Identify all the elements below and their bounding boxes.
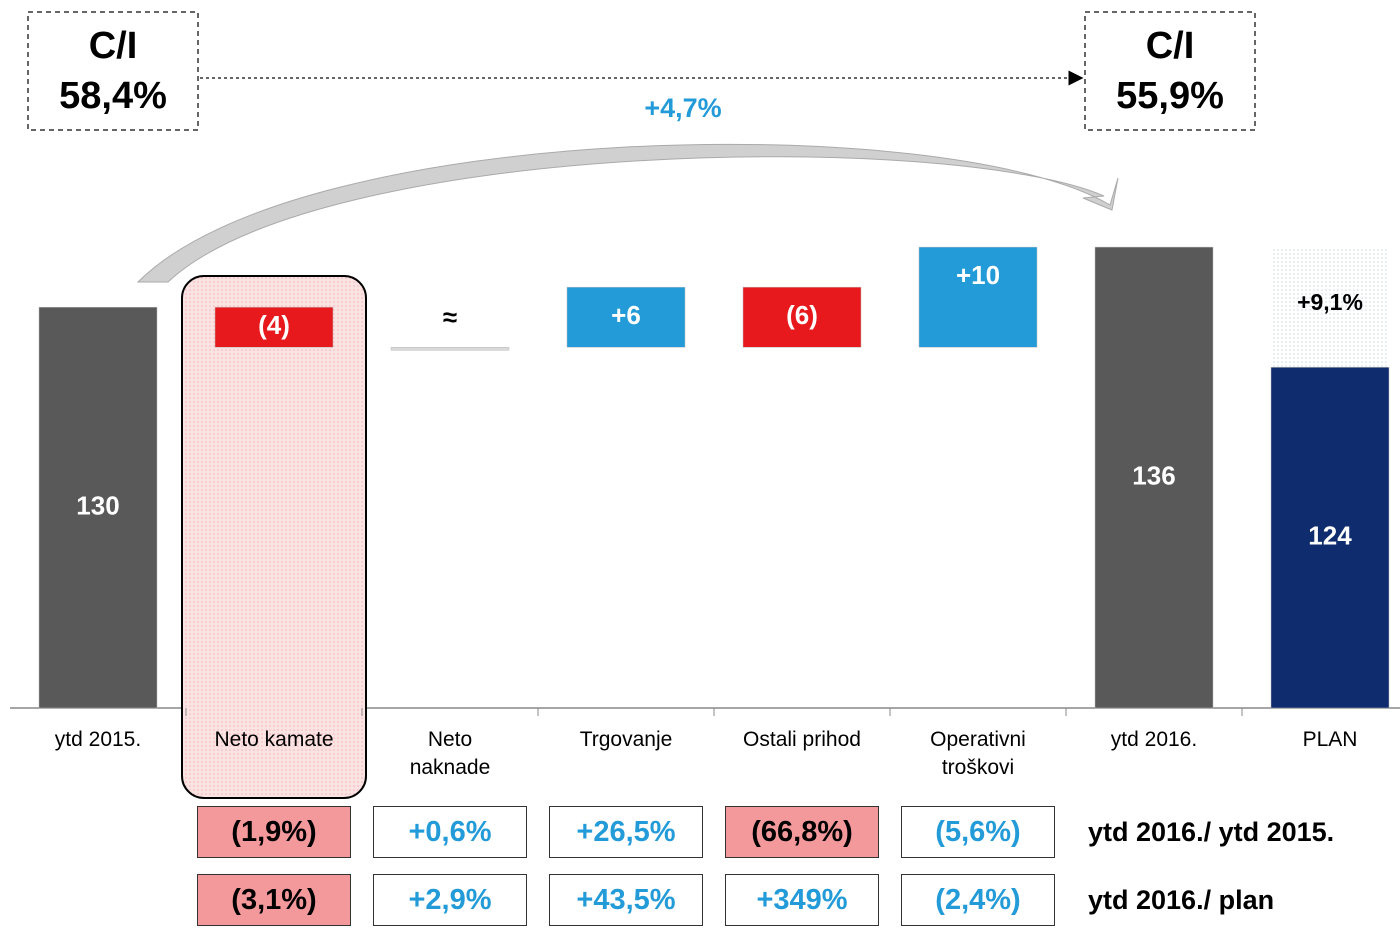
value-label: +6: [611, 300, 641, 330]
table-cell: +43,5%: [549, 874, 703, 926]
ci-box: [27, 11, 199, 131]
x-tick-label: ytd 2015.: [54, 728, 142, 751]
bar: [214, 306, 334, 348]
value-label: 136: [1132, 460, 1175, 490]
value-label: (6): [786, 300, 818, 330]
value-label: (4): [258, 310, 290, 340]
row-label: ytd 2016./ plan: [1088, 884, 1275, 915]
ci-title: C/I: [1146, 25, 1195, 67]
row-label: ytd 2016./ ytd 2015.: [1088, 816, 1335, 847]
table-cell: +0,6%: [373, 806, 527, 858]
table-cell: +2,9%: [373, 874, 527, 926]
value-label: +10: [956, 260, 1000, 290]
highlight-frame: [181, 275, 367, 799]
ci-box: [1084, 11, 1256, 131]
ci-value: 58,4%: [59, 75, 167, 117]
table-cell: +349%: [725, 874, 879, 926]
table-cell: (1,9%): [197, 806, 351, 858]
x-tick-label: Neto kamate: [214, 728, 334, 751]
bar: [566, 286, 686, 348]
bar: [1094, 246, 1214, 709]
plan-gap-label: +9,1%: [1297, 289, 1363, 315]
bar: [38, 306, 158, 709]
bar: [918, 246, 1038, 348]
x-tick-label: PLAN: [1302, 728, 1358, 751]
x-tick-label: ytd 2016.: [1110, 728, 1198, 751]
x-tick-label: Ostali prihod: [743, 728, 861, 751]
table-cell: (5,6%): [901, 806, 1055, 858]
table-cell: (3,1%): [197, 874, 351, 926]
value-label: 124: [1308, 521, 1352, 551]
table-cell: (66,8%): [725, 806, 879, 858]
bar: [390, 347, 510, 351]
x-tick-label: Neto naknade: [409, 728, 491, 779]
table-cell: +26,5%: [549, 806, 703, 858]
value-label: 130: [76, 490, 119, 520]
value-label: ≈: [443, 302, 457, 332]
bar: [1270, 367, 1390, 709]
table-cell: (2,4%): [901, 874, 1055, 926]
growth-label: +4,7%: [644, 93, 721, 123]
ci-title: C/I: [89, 25, 138, 67]
x-tick-label: Operativni troškovi: [930, 728, 1026, 779]
plan-gap: [1271, 247, 1389, 368]
x-tick-label: Trgovanje: [579, 728, 673, 751]
bar: [742, 286, 862, 348]
growth-arrow: [136, 143, 1119, 283]
ci-value: 55,9%: [1116, 75, 1224, 117]
